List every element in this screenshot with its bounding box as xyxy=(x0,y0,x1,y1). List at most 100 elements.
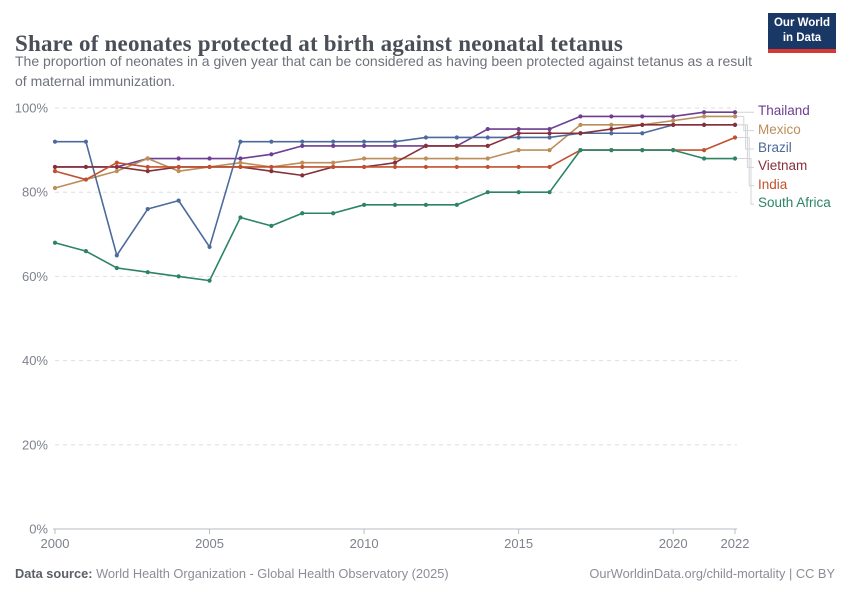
data-point xyxy=(485,126,490,132)
data-point xyxy=(516,164,521,170)
data-point xyxy=(578,131,583,136)
legend-item-brazil[interactable]: Brazil xyxy=(758,140,792,155)
data-point xyxy=(609,122,614,127)
data-point xyxy=(609,148,614,153)
data-point xyxy=(732,114,738,119)
data-point xyxy=(547,164,552,170)
data-point xyxy=(145,206,150,212)
data-point xyxy=(361,164,367,170)
data-point xyxy=(423,164,429,170)
data-point xyxy=(207,164,212,170)
data-point xyxy=(732,122,738,127)
data-point xyxy=(701,156,707,161)
legend-item-mexico[interactable]: Mexico xyxy=(758,121,801,137)
data-point xyxy=(671,114,676,119)
owid-logo-line2: in Data xyxy=(782,32,822,44)
data-point xyxy=(485,135,490,140)
data-point xyxy=(238,139,243,144)
data-point xyxy=(392,139,398,144)
data-point xyxy=(331,139,336,144)
data-point xyxy=(238,156,243,161)
data-point xyxy=(609,114,614,119)
data-point xyxy=(423,143,429,148)
data-point xyxy=(52,164,58,170)
data-point xyxy=(485,190,490,195)
data-point xyxy=(238,164,243,170)
legend-item-thailand[interactable]: Thailand xyxy=(758,103,810,119)
owid-logo-stripe xyxy=(768,49,836,53)
credit-link[interactable]: OurWorldinData.org/child-mortality | CC … xyxy=(589,566,835,581)
legend-item-india[interactable]: India xyxy=(758,176,788,192)
data-point xyxy=(52,240,58,245)
data-point xyxy=(392,164,398,170)
data-point xyxy=(732,110,738,115)
data-point xyxy=(331,164,336,170)
data-source-label: Data source: xyxy=(15,566,93,581)
data-point xyxy=(176,164,181,170)
data-point xyxy=(516,190,521,195)
data-point xyxy=(547,131,552,136)
data-point xyxy=(454,143,459,148)
data-point xyxy=(485,156,490,161)
legend-item-south-africa[interactable]: South Africa xyxy=(758,195,831,211)
data-point xyxy=(300,211,305,216)
data-point xyxy=(331,143,336,148)
x-tick-label: 2000 xyxy=(41,536,70,551)
data-point xyxy=(361,139,367,144)
data-point xyxy=(269,139,274,144)
data-point xyxy=(83,249,89,254)
data-point xyxy=(176,169,181,174)
x-tick-label: 2005 xyxy=(195,536,224,551)
data-point xyxy=(547,148,552,153)
data-point xyxy=(207,244,212,250)
x-tick-label: 2010 xyxy=(350,536,379,551)
data-point xyxy=(331,160,336,165)
data-point xyxy=(423,202,429,207)
data-point xyxy=(547,135,552,140)
data-point xyxy=(238,160,243,165)
data-point xyxy=(392,202,398,207)
legend-connector xyxy=(737,124,754,150)
data-point xyxy=(300,143,305,148)
data-point xyxy=(269,223,274,228)
data-point xyxy=(300,173,305,178)
data-point xyxy=(145,169,150,174)
data-point xyxy=(732,156,738,161)
data-point xyxy=(176,274,181,279)
data-point xyxy=(578,114,583,119)
legend-item-vietnam[interactable]: Vietnam xyxy=(758,158,808,174)
data-point xyxy=(145,156,150,161)
data-point xyxy=(609,131,614,136)
data-point xyxy=(114,265,119,271)
data-source-note: Data source: World Health Organization -… xyxy=(15,566,449,581)
legend-connector xyxy=(737,158,754,205)
data-point xyxy=(83,139,89,144)
chart-footer: Data source: World Health Organization -… xyxy=(15,566,835,581)
data-point xyxy=(331,211,336,216)
data-point xyxy=(300,139,305,144)
data-point xyxy=(145,164,150,170)
owid-logo[interactable]: Our World in Data xyxy=(768,13,836,53)
y-tick-label: 60% xyxy=(22,269,48,284)
data-point xyxy=(176,156,181,161)
data-point xyxy=(83,164,89,170)
data-point xyxy=(640,114,645,119)
data-point xyxy=(207,278,212,283)
y-tick-label: 20% xyxy=(22,437,48,452)
data-point xyxy=(485,143,490,148)
data-point xyxy=(609,126,614,132)
data-point xyxy=(454,202,459,207)
series-line-mexico xyxy=(54,115,736,189)
data-point xyxy=(269,164,274,170)
data-point xyxy=(83,177,89,182)
x-tick-label: 2015 xyxy=(504,536,533,551)
data-point xyxy=(454,135,459,140)
page-title: Share of neonates protected at birth aga… xyxy=(15,31,624,57)
data-point xyxy=(640,148,645,153)
data-point xyxy=(516,148,521,153)
data-point xyxy=(392,160,398,165)
owid-logo-line1: Our World xyxy=(773,17,830,30)
data-point xyxy=(732,135,738,140)
data-point xyxy=(114,164,119,170)
